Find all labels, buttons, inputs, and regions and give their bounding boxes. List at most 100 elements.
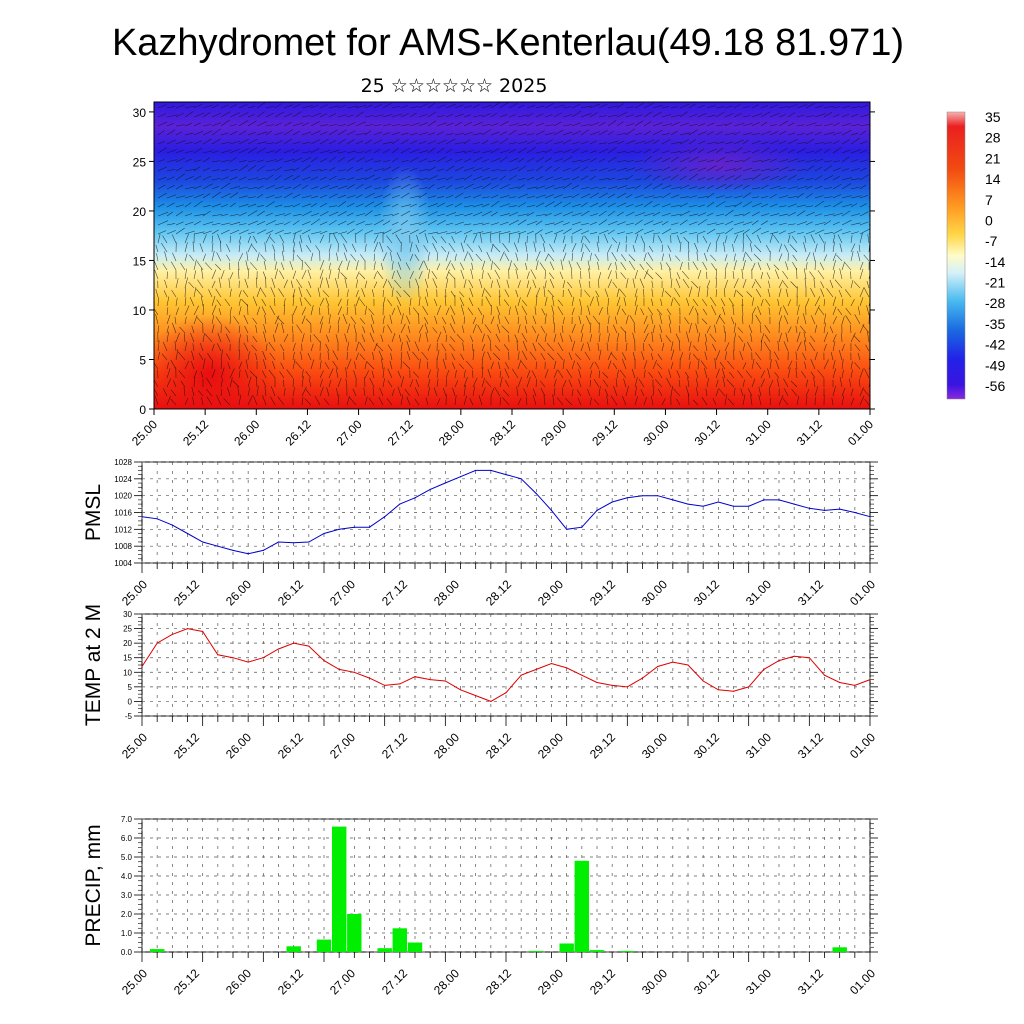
wind-barb xyxy=(391,105,400,109)
wind-barb xyxy=(174,341,177,352)
wind-barb xyxy=(337,268,340,280)
wind-barb xyxy=(615,270,618,280)
wind-barb xyxy=(238,176,247,181)
wind-barb xyxy=(741,304,744,316)
wind-barb xyxy=(661,157,671,163)
pmsl-point xyxy=(626,497,628,499)
wind-barb xyxy=(661,150,670,154)
precip-bar xyxy=(559,943,574,952)
wind-barb xyxy=(823,148,831,154)
wind-barb xyxy=(292,111,302,118)
pmsl-point xyxy=(444,482,446,484)
wind-barb xyxy=(715,213,725,217)
wind-barb xyxy=(839,268,843,280)
wind-barb xyxy=(661,244,663,253)
wind-barb xyxy=(463,229,473,235)
wind-barb xyxy=(730,316,735,325)
wind-barb xyxy=(711,263,717,271)
wind-barb xyxy=(580,251,584,262)
wind-barb xyxy=(814,175,823,181)
temp-point xyxy=(793,655,795,657)
wind-barb xyxy=(597,261,600,271)
wind-barb xyxy=(688,123,698,127)
wind-barb xyxy=(524,315,528,325)
wind-barb xyxy=(643,332,649,343)
wind-barb xyxy=(553,104,565,109)
wind-barb xyxy=(353,324,357,334)
wind-barb xyxy=(709,333,717,343)
wind-barb xyxy=(687,376,690,388)
wind-barb xyxy=(760,333,765,343)
wind-barb xyxy=(778,307,782,316)
wind-barb xyxy=(359,298,366,307)
wind-barb xyxy=(184,168,196,172)
wind-barb xyxy=(749,242,753,253)
wind-barb xyxy=(769,131,779,136)
wind-barb xyxy=(319,269,324,280)
wind-barb xyxy=(783,388,789,397)
wind-barb xyxy=(769,222,778,226)
wind-barb xyxy=(373,234,379,244)
wind-barb xyxy=(202,167,211,172)
wind-barb xyxy=(678,379,681,388)
wind-barb xyxy=(211,177,221,181)
wind-barb xyxy=(424,323,429,334)
wind-barb xyxy=(796,221,808,226)
wind-barb xyxy=(184,287,186,298)
wind-barb xyxy=(706,141,718,145)
wind-barb xyxy=(688,305,694,316)
colorbar-label: 21 xyxy=(985,150,1001,166)
wind-barb xyxy=(406,340,411,352)
wind-barb xyxy=(301,195,312,199)
wind-barb xyxy=(781,279,789,289)
wind-barb xyxy=(379,387,384,397)
wind-barb xyxy=(451,362,456,370)
wind-barb xyxy=(238,160,247,163)
wind-barb xyxy=(544,296,548,307)
wind-barb xyxy=(661,221,669,226)
wind-barb xyxy=(481,222,490,226)
precip-bar xyxy=(574,860,589,952)
x-tick-label: 28.00 xyxy=(431,577,462,608)
wind-barb xyxy=(400,160,409,163)
wind-barb xyxy=(211,169,220,172)
y-tick-label: 1008 xyxy=(114,542,132,551)
wind-barb xyxy=(733,278,739,289)
wind-barb xyxy=(562,182,572,190)
wind-barb xyxy=(805,221,813,226)
wind-barb xyxy=(499,221,509,226)
wind-barb xyxy=(571,388,574,397)
wind-barb xyxy=(733,184,743,190)
wind-barb xyxy=(795,368,798,379)
wind-barb xyxy=(706,228,716,235)
wind-barb xyxy=(472,377,478,388)
wind-barb xyxy=(265,105,275,109)
wind-barb xyxy=(175,112,185,118)
wind-barb xyxy=(632,352,636,361)
temp-point xyxy=(353,671,355,673)
wind-barb xyxy=(202,183,213,190)
wind-barb xyxy=(337,169,346,172)
wind-barb xyxy=(291,314,294,325)
wind-barb xyxy=(490,305,492,316)
wind-barb xyxy=(247,187,258,190)
wind-barb xyxy=(524,325,528,334)
wind-barb xyxy=(283,333,289,343)
wind-barb xyxy=(307,269,312,280)
wind-barb xyxy=(769,149,778,154)
wind-barb xyxy=(268,369,276,379)
wind-barb xyxy=(292,270,297,280)
wind-barb xyxy=(742,115,751,118)
wind-barb xyxy=(837,308,843,316)
wind-barb xyxy=(184,360,189,370)
pmsl-point xyxy=(641,495,644,497)
wind-barb xyxy=(765,244,771,253)
wind-barb xyxy=(670,222,679,226)
wind-barb xyxy=(296,255,303,262)
wind-barb xyxy=(850,213,860,217)
wind-barb xyxy=(409,195,421,199)
wind-barb xyxy=(499,114,508,118)
wind-barb xyxy=(283,205,294,208)
wind-barb xyxy=(283,304,285,316)
